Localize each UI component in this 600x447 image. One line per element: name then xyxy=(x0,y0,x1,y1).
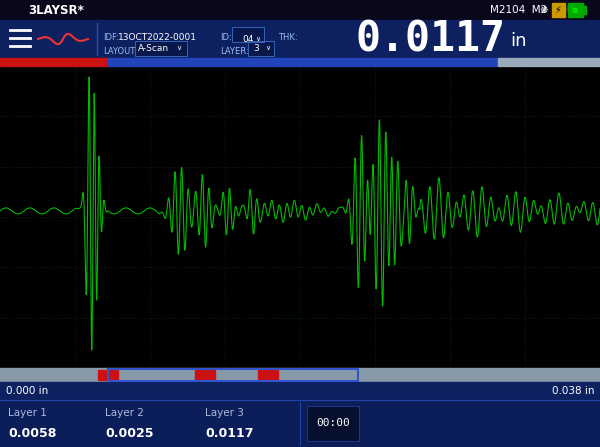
Text: LAYOUT:: LAYOUT: xyxy=(103,46,137,56)
Text: A-Scan: A-Scan xyxy=(137,44,169,53)
Bar xyxy=(307,406,359,441)
Text: 3: 3 xyxy=(253,44,259,53)
Text: ☸: ☸ xyxy=(539,5,548,15)
Bar xyxy=(248,41,274,56)
Bar xyxy=(98,370,118,380)
Text: IDF:: IDF: xyxy=(103,33,119,42)
Bar xyxy=(135,41,187,56)
Bar xyxy=(0,400,600,447)
Bar xyxy=(248,41,274,56)
Text: 00:00: 00:00 xyxy=(316,418,350,429)
Text: Layer 3: Layer 3 xyxy=(205,408,244,417)
Text: M2104  M2  70Hz: M2104 M2 70Hz xyxy=(490,5,580,15)
Text: 04: 04 xyxy=(242,34,253,43)
Bar xyxy=(0,0,600,20)
Bar xyxy=(498,58,600,66)
Text: 0.038 in: 0.038 in xyxy=(551,386,594,396)
Text: ∨: ∨ xyxy=(265,46,271,51)
Text: ID:: ID: xyxy=(220,33,232,42)
Bar xyxy=(108,369,358,381)
Bar xyxy=(0,58,108,66)
Text: ∨: ∨ xyxy=(176,46,182,51)
Bar xyxy=(0,368,600,382)
Bar xyxy=(195,370,215,380)
Text: 0.0117: 0.0117 xyxy=(355,18,505,60)
Text: THK:: THK: xyxy=(278,33,298,42)
Bar xyxy=(0,382,600,400)
Text: Layer 2: Layer 2 xyxy=(105,408,144,417)
Bar xyxy=(135,41,187,56)
Bar xyxy=(0,20,600,58)
Text: ■: ■ xyxy=(572,7,578,13)
Text: 3LAYSR*: 3LAYSR* xyxy=(28,4,84,17)
Text: LAYER:: LAYER: xyxy=(220,46,248,56)
Text: ∨: ∨ xyxy=(256,36,260,42)
Bar xyxy=(552,3,565,17)
Text: 0.000 in: 0.000 in xyxy=(6,386,48,396)
Text: ⚡: ⚡ xyxy=(554,5,562,15)
Bar xyxy=(108,58,498,66)
Text: 0.0058: 0.0058 xyxy=(8,427,56,440)
Text: in: in xyxy=(510,32,527,50)
Bar xyxy=(307,406,359,441)
Bar xyxy=(583,6,586,14)
Text: 0.0025: 0.0025 xyxy=(105,427,154,440)
Bar xyxy=(568,3,583,17)
Text: 0.0117: 0.0117 xyxy=(205,427,254,440)
Text: 13OCT2022-0001: 13OCT2022-0001 xyxy=(118,33,197,42)
Bar xyxy=(232,27,264,42)
Bar xyxy=(258,370,278,380)
Bar xyxy=(232,27,264,42)
Text: Layer 1: Layer 1 xyxy=(8,408,47,417)
Bar xyxy=(0,66,600,368)
